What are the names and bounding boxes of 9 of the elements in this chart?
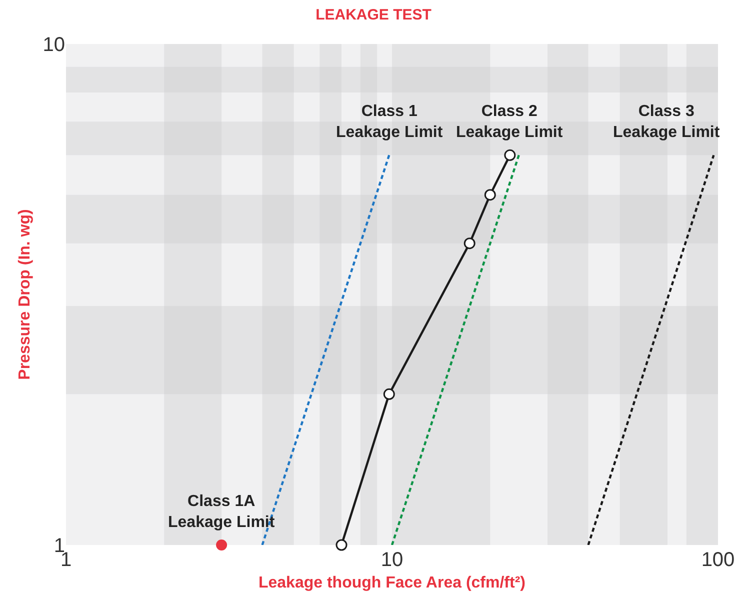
annotation: Class 1 Leakage Limit xyxy=(336,103,444,141)
x-axis-title: Leakage though Face Area (cfm/ft²) xyxy=(258,574,526,592)
x-tick-label: 100 xyxy=(701,549,735,571)
annotation: Class 1A Leakage Limit xyxy=(168,493,276,531)
annotation: Class 2 Leakage Limit xyxy=(456,103,564,141)
x-tick-label: 10 xyxy=(380,549,404,571)
annotation: Class 3 Leakage Limit xyxy=(613,103,720,141)
chart-title: LEAKAGE TEST xyxy=(316,6,432,24)
y-axis-title: Pressure Drop (In. wg) xyxy=(16,209,34,380)
